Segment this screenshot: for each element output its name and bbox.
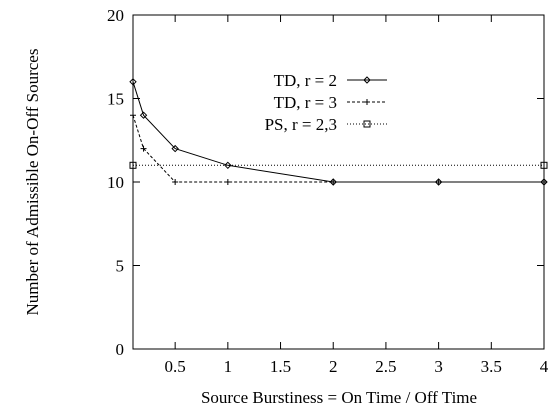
series-point xyxy=(540,161,548,169)
y-axis-label: Number of Admissible On-Off Sources xyxy=(23,49,42,316)
series-point xyxy=(130,112,136,119)
series-point xyxy=(330,179,337,185)
series-group xyxy=(130,112,547,185)
series-point xyxy=(541,179,547,185)
x-tick-label: 1 xyxy=(224,357,233,376)
y-axis-ticks: 0 5 10 15 20 xyxy=(107,6,544,359)
series-point xyxy=(171,144,179,153)
series-group xyxy=(129,161,548,169)
x-axis-label: Source Burstiness = On Time / Off Time xyxy=(201,388,477,407)
series-line xyxy=(132,81,544,183)
series-point xyxy=(129,78,137,86)
y-tick-label: 10 xyxy=(107,173,124,192)
y-tick-label: 5 xyxy=(116,257,125,276)
series-point xyxy=(435,179,442,185)
series-point xyxy=(140,145,147,152)
series-point xyxy=(172,179,179,185)
x-axis-ticks: 0.5 1 1.5 2 2.5 3 3.5 4 xyxy=(165,15,549,376)
y-tick-label: 0 xyxy=(116,340,125,359)
x-tick-label: 4 xyxy=(540,357,549,376)
y-tick-label: 15 xyxy=(107,90,124,109)
series-point xyxy=(363,76,371,84)
series-point xyxy=(364,99,370,105)
y-tick-label: 20 xyxy=(107,6,124,25)
x-tick-label: 2 xyxy=(329,357,338,376)
x-tick-label: 3.5 xyxy=(481,357,502,376)
x-tick-label: 3 xyxy=(434,357,443,376)
series-line xyxy=(132,115,544,183)
series-point xyxy=(224,161,232,170)
series-point xyxy=(363,120,371,128)
legend-label: TD, r = 3 xyxy=(274,93,337,112)
legend: TD, r = 2 TD, r = 3 PS, r = 2,3 xyxy=(265,71,387,134)
x-tick-label: 0.5 xyxy=(165,357,186,376)
series-point xyxy=(224,179,231,185)
x-tick-label: 2.5 xyxy=(375,357,396,376)
series-point xyxy=(139,111,148,119)
legend-label: TD, r = 2 xyxy=(274,71,337,90)
series-layer xyxy=(129,78,548,186)
series-group xyxy=(129,78,548,186)
series-point xyxy=(129,161,137,169)
legend-label: PS, r = 2,3 xyxy=(265,115,337,134)
x-tick-label: 1.5 xyxy=(270,357,291,376)
